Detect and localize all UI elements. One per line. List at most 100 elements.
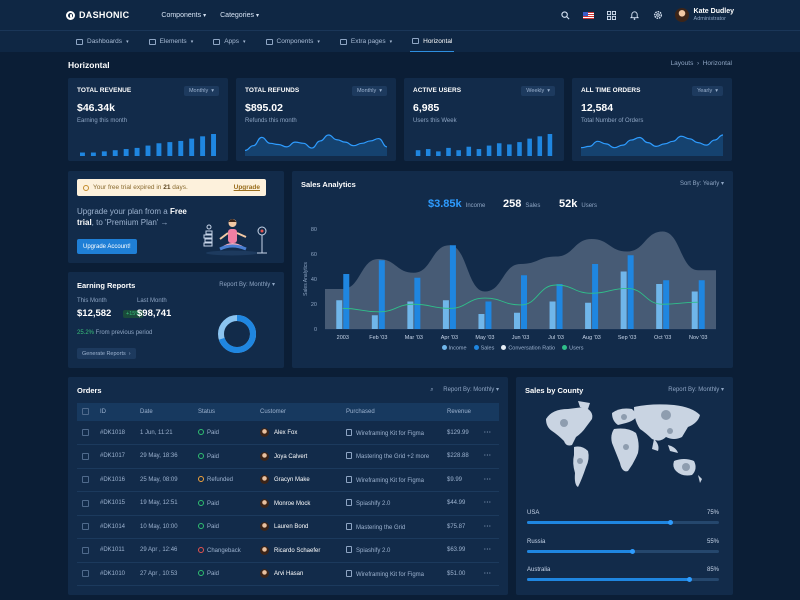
- county-report-by[interactable]: Report By: Monthly ▾: [668, 386, 724, 393]
- order-id[interactable]: #DK1018: [100, 421, 140, 445]
- period-select[interactable]: Monthly ▾: [351, 86, 387, 96]
- row-actions[interactable]: ···: [484, 515, 499, 539]
- table-row[interactable]: #DK1010 27 Apr , 10:53 Paid Arvi Hasan Wiref…: [77, 562, 499, 586]
- spark-bar: [167, 142, 173, 156]
- legend-sales[interactable]: Sales: [473, 345, 494, 352]
- customer-name[interactable]: Arvi Hasan: [274, 571, 304, 578]
- row-checkbox[interactable]: [82, 546, 89, 554]
- table-row[interactable]: #DK1011 29 Apr , 12:46 Changeback Ricardo S…: [77, 538, 499, 563]
- spark-bar: [123, 149, 129, 156]
- us-flag-icon[interactable]: [583, 9, 595, 21]
- more-icon[interactable]: ···: [484, 429, 492, 436]
- report-by-label: Report By: Monthly: [219, 282, 271, 288]
- logo-icon: [66, 10, 75, 20]
- search-icon[interactable]: [560, 9, 572, 21]
- select-all-checkbox[interactable]: [82, 408, 89, 416]
- legend-income[interactable]: Income: [441, 345, 467, 352]
- sort-by-select[interactable]: Sort By: Yearly ▾: [680, 180, 724, 187]
- bell-icon[interactable]: [629, 9, 641, 21]
- row-checkbox[interactable]: [82, 428, 89, 436]
- nav-components[interactable]: Components ▾: [264, 31, 322, 52]
- row-checkbox[interactable]: [82, 570, 89, 578]
- col-purchased[interactable]: Purchased: [346, 403, 447, 421]
- nav-elements[interactable]: Elements ▾: [147, 31, 196, 52]
- top-menu-categories[interactable]: Categories ▾: [220, 12, 259, 19]
- col-status[interactable]: Status: [198, 403, 260, 421]
- table-row[interactable]: #DK1017 29 May, 18:36 Paid Joya Calvert Mast…: [77, 444, 499, 469]
- x-tick-label: May '03: [475, 335, 494, 341]
- top-menu-components[interactable]: Components ▾: [161, 12, 206, 19]
- period-select[interactable]: Monthly ▾: [183, 86, 219, 96]
- row-actions[interactable]: ···: [484, 444, 499, 469]
- order-id[interactable]: #DK1016: [100, 468, 140, 492]
- search-icon[interactable]: ⌕: [430, 387, 434, 393]
- nav-apps[interactable]: Apps ▾: [211, 31, 247, 52]
- period-select[interactable]: Weekly ▾: [521, 86, 555, 96]
- order-id[interactable]: #DK1011: [100, 538, 140, 563]
- x-tick-label: Feb '03: [369, 335, 387, 341]
- order-id[interactable]: #DK1014: [100, 515, 140, 539]
- kpi-sales: 258 Sales: [503, 198, 540, 210]
- order-id[interactable]: #DK1010: [100, 562, 140, 586]
- customer-name[interactable]: Alex Fox: [274, 430, 298, 437]
- col-customer[interactable]: Customer: [260, 403, 346, 421]
- row-actions[interactable]: ···: [484, 562, 499, 586]
- spark-bar: [112, 150, 118, 156]
- order-date: 27 Apr , 10:53: [140, 562, 198, 586]
- col-revenue[interactable]: Revenue: [447, 403, 484, 421]
- customer-name[interactable]: Lauren Bond: [274, 524, 309, 531]
- row-checkbox[interactable]: [82, 523, 89, 531]
- col-date[interactable]: Date: [140, 403, 198, 421]
- row-checkbox[interactable]: [82, 476, 89, 484]
- more-icon[interactable]: ···: [484, 500, 492, 507]
- nav-horizontal[interactable]: Horizontal: [410, 31, 455, 52]
- report-by-select[interactable]: Report By: Monthly ▾: [219, 281, 275, 288]
- spark-bar: [456, 150, 461, 156]
- order-id[interactable]: #DK1017: [100, 444, 140, 469]
- order-revenue: $51.00: [447, 562, 484, 586]
- breadcrumb-item[interactable]: Layouts: [670, 60, 694, 67]
- row-actions[interactable]: ···: [484, 538, 499, 563]
- table-row[interactable]: #DK1018 1 Jun, 11:21 Paid Alex Fox Wireframi…: [77, 421, 499, 445]
- period-select[interactable]: Yearly ▾: [692, 86, 723, 96]
- row-checkbox[interactable]: [82, 499, 89, 507]
- customer-name[interactable]: Ricardo Schaefer: [274, 547, 321, 554]
- customer-name[interactable]: Joya Calvert: [274, 453, 308, 460]
- y-tick-label: 60: [311, 252, 317, 258]
- legend-users[interactable]: Users: [562, 345, 583, 352]
- more-icon[interactable]: ···: [484, 547, 492, 554]
- last-month-value: $98,741: [137, 308, 172, 319]
- apps-grid-icon[interactable]: [606, 9, 618, 21]
- more-icon[interactable]: ···: [484, 476, 492, 483]
- legend-conversation-ratio[interactable]: Conversation Ratio: [501, 345, 555, 352]
- customer-name[interactable]: Monroe Mock: [274, 500, 311, 507]
- report-by-label[interactable]: Report By: Monthly: [443, 387, 495, 393]
- row-checkbox[interactable]: [82, 452, 89, 460]
- order-date: 25 May, 08:09: [140, 468, 198, 492]
- order-id[interactable]: #DK1015: [100, 491, 140, 516]
- upgrade-link[interactable]: Upgrade: [233, 184, 260, 191]
- user-menu[interactable]: Kate Dudley Administrator: [674, 8, 734, 22]
- file-icon: [346, 452, 352, 460]
- row-actions[interactable]: ···: [484, 468, 499, 492]
- generate-reports-button[interactable]: Generate Reports ›: [77, 348, 136, 359]
- this-month-value: $12,582: [77, 308, 112, 319]
- brand-logo[interactable]: DASHONIC: [66, 10, 129, 20]
- row-actions[interactable]: ···: [484, 421, 499, 445]
- upgrade-account-button[interactable]: Upgrade Account!: [77, 239, 137, 254]
- table-row[interactable]: #DK1015 19 May, 12:51 Paid Monroe Mock Spias…: [77, 491, 499, 516]
- customer-name[interactable]: Gracyn Make: [274, 477, 310, 484]
- row-actions[interactable]: ···: [484, 491, 499, 516]
- gear-icon[interactable]: [652, 9, 664, 21]
- row-select-cell: [77, 515, 100, 539]
- nav-extra-pages[interactable]: Extra pages ▾: [338, 31, 394, 52]
- stat-value: $895.02: [245, 102, 283, 114]
- more-icon[interactable]: ···: [484, 523, 492, 530]
- table-row[interactable]: #DK1016 25 May, 08:09 Refunded Gracyn Make W…: [77, 468, 499, 492]
- more-icon[interactable]: ···: [484, 453, 492, 460]
- more-icon[interactable]: ···: [484, 570, 492, 577]
- col-id[interactable]: ID: [100, 403, 140, 421]
- table-row[interactable]: #DK1014 10 May, 10:00 Paid Lauren Bond Maste…: [77, 515, 499, 539]
- spark-line: [245, 134, 387, 152]
- nav-dashboards[interactable]: Dashboards ▾: [74, 31, 131, 52]
